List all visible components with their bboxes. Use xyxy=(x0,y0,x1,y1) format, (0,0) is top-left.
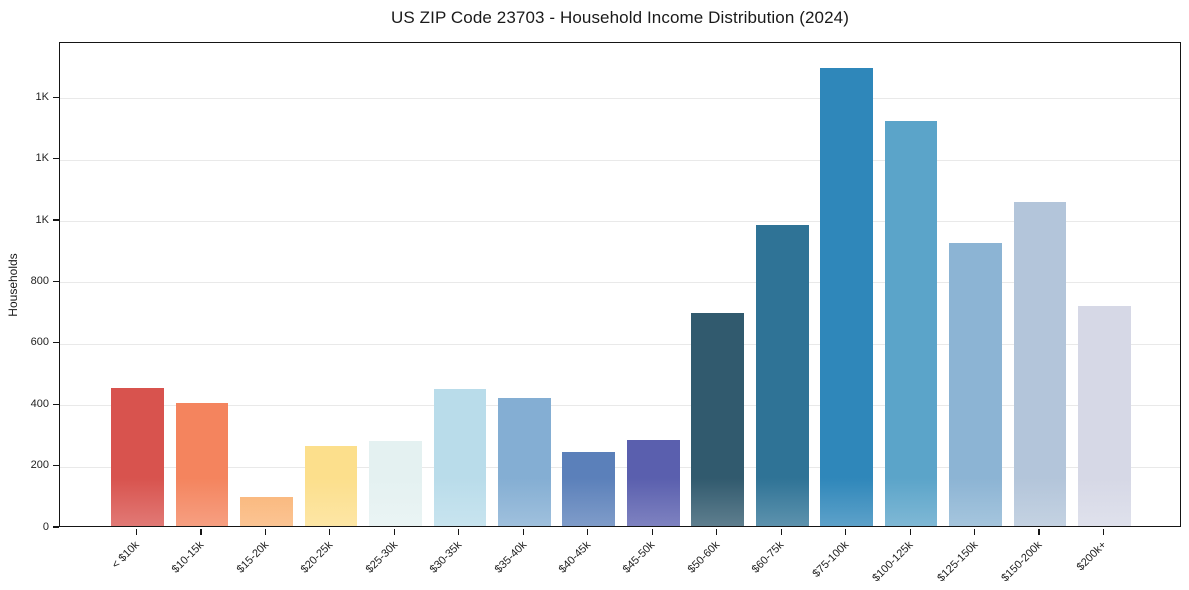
x-tick-label: $150-200k xyxy=(999,539,1045,585)
y-tick-mark xyxy=(53,219,59,221)
bar-$35-40k xyxy=(497,398,551,526)
y-tick-mark xyxy=(53,96,59,98)
x-tick-mark xyxy=(651,528,653,535)
gridline xyxy=(60,343,1180,345)
gridline xyxy=(60,159,1180,161)
x-tick-label: $75-100k xyxy=(810,539,852,580)
bar-$125-150k xyxy=(949,243,1002,526)
x-tick-mark xyxy=(264,528,266,535)
gridline xyxy=(60,466,1180,468)
y-tick-mark xyxy=(53,342,59,344)
y-tick-mark xyxy=(53,157,59,160)
x-tick-mark xyxy=(909,528,911,535)
bar-$30-35k xyxy=(433,389,487,526)
y-tick-label: 1K xyxy=(35,90,49,103)
y-tick-label: 600 xyxy=(30,336,49,349)
x-tick-label: $125-150k xyxy=(934,539,981,585)
y-tick-label: 400 xyxy=(30,397,49,410)
x-tick-mark xyxy=(845,528,847,535)
x-tick-mark xyxy=(393,528,395,535)
bar-< $10k xyxy=(111,387,164,526)
x-tick-label: $50-60k xyxy=(685,539,723,576)
x-tick-mark xyxy=(1102,528,1105,535)
x-tick-mark xyxy=(522,528,524,535)
bar-$10-15k xyxy=(175,403,229,526)
gridline xyxy=(60,405,1180,407)
x-tick-label: $15-20k xyxy=(234,539,271,576)
bar-$45-50k xyxy=(626,439,680,526)
gridline xyxy=(60,221,1180,222)
x-tick-mark xyxy=(974,528,976,535)
x-tick-mark xyxy=(200,528,202,535)
bar-$150-200k xyxy=(1013,202,1067,526)
y-tick-label: 200 xyxy=(30,459,49,472)
x-tick-label: $10-15k xyxy=(169,539,207,576)
bar-$40-45k xyxy=(562,451,616,526)
y-tick-mark xyxy=(53,403,59,405)
x-tick-label: $40-45k xyxy=(556,539,594,576)
x-tick-label: $60-75k xyxy=(750,539,787,576)
x-tick-mark xyxy=(329,528,331,535)
x-tick-label: $25-30k xyxy=(363,539,400,576)
x-tick-label: $35-40k xyxy=(492,539,529,576)
plot-area xyxy=(59,42,1181,527)
x-tick-mark xyxy=(716,528,718,535)
x-tick-mark xyxy=(587,528,589,535)
bar-$50-60k xyxy=(691,313,745,526)
x-tick-label: $45-50k xyxy=(621,539,658,576)
y-tick-mark xyxy=(53,280,59,283)
x-tick-mark xyxy=(135,528,138,535)
y-tick-label: 800 xyxy=(30,274,49,287)
gridline xyxy=(60,282,1180,284)
y-tick-label: 1K xyxy=(35,152,49,165)
y-tick-label: 0 xyxy=(42,520,49,533)
x-tick-mark xyxy=(780,528,782,535)
bar-$25-30k xyxy=(369,440,422,526)
y-tick-label: 1K xyxy=(35,213,49,226)
bar-$100-125k xyxy=(884,120,938,526)
gridline xyxy=(60,98,1180,100)
bar-$20-25k xyxy=(304,446,358,526)
y-tick-mark xyxy=(53,464,59,467)
x-tick-label: $20-25k xyxy=(298,539,336,576)
x-tick-label: $30-35k xyxy=(427,539,465,576)
chart-title: US ZIP Code 23703 - Household Income Dis… xyxy=(391,8,849,27)
x-tick-label: $100-125k xyxy=(870,539,916,585)
x-tick-label: < $10k xyxy=(109,539,142,572)
x-tick-label: $200k+ xyxy=(1074,539,1110,574)
bar-$75-100k xyxy=(820,67,873,526)
x-tick-mark xyxy=(458,528,460,535)
y-tick-mark xyxy=(53,526,59,528)
bar-$60-75k xyxy=(755,224,809,526)
bar-$15-20k xyxy=(240,496,293,526)
bar-$200k+ xyxy=(1078,305,1131,526)
x-tick-mark xyxy=(1038,528,1040,535)
